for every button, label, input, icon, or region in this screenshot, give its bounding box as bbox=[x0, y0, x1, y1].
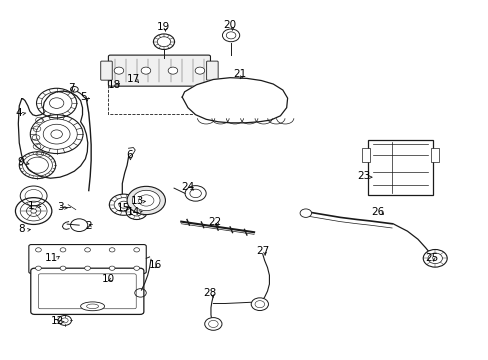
Circle shape bbox=[109, 194, 138, 215]
Text: 21: 21 bbox=[233, 69, 246, 79]
Circle shape bbox=[222, 29, 239, 42]
Circle shape bbox=[132, 190, 160, 211]
Circle shape bbox=[134, 248, 139, 252]
Bar bbox=[108, 81, 210, 114]
Text: 14: 14 bbox=[126, 207, 140, 217]
Circle shape bbox=[300, 209, 311, 217]
Circle shape bbox=[70, 86, 78, 92]
Circle shape bbox=[127, 186, 165, 215]
Text: 2: 2 bbox=[85, 221, 92, 231]
FancyBboxPatch shape bbox=[108, 55, 210, 86]
Text: 4: 4 bbox=[15, 108, 21, 118]
Circle shape bbox=[109, 266, 115, 270]
Circle shape bbox=[153, 34, 174, 49]
Polygon shape bbox=[18, 91, 88, 178]
Text: 13: 13 bbox=[131, 196, 144, 206]
Text: 5: 5 bbox=[81, 92, 87, 102]
Ellipse shape bbox=[81, 302, 104, 311]
Bar bbox=[430, 148, 438, 162]
Text: 27: 27 bbox=[256, 246, 269, 256]
Circle shape bbox=[141, 67, 150, 74]
Text: 17: 17 bbox=[126, 75, 140, 85]
Text: 23: 23 bbox=[357, 171, 370, 181]
Circle shape bbox=[195, 67, 204, 74]
Circle shape bbox=[204, 318, 222, 330]
Circle shape bbox=[60, 248, 66, 252]
Circle shape bbox=[84, 266, 90, 270]
Text: 19: 19 bbox=[156, 22, 169, 32]
Polygon shape bbox=[182, 78, 287, 123]
Circle shape bbox=[126, 204, 147, 220]
Circle shape bbox=[168, 67, 177, 74]
Text: 25: 25 bbox=[424, 253, 437, 262]
Text: 22: 22 bbox=[208, 217, 221, 227]
Text: 1: 1 bbox=[28, 202, 35, 211]
Circle shape bbox=[60, 266, 66, 270]
Circle shape bbox=[134, 266, 139, 270]
Text: 12: 12 bbox=[51, 316, 64, 326]
Text: 3: 3 bbox=[57, 202, 63, 212]
Circle shape bbox=[58, 315, 71, 325]
Circle shape bbox=[251, 298, 268, 311]
Circle shape bbox=[84, 248, 90, 252]
Bar bbox=[361, 148, 369, 162]
FancyBboxPatch shape bbox=[206, 61, 218, 80]
Circle shape bbox=[36, 248, 41, 252]
FancyBboxPatch shape bbox=[29, 244, 146, 274]
FancyBboxPatch shape bbox=[31, 268, 143, 314]
Circle shape bbox=[36, 266, 41, 270]
Text: 9: 9 bbox=[17, 157, 23, 167]
FancyBboxPatch shape bbox=[101, 61, 112, 80]
Circle shape bbox=[184, 186, 206, 201]
Text: 20: 20 bbox=[223, 20, 236, 30]
Text: 26: 26 bbox=[370, 207, 384, 217]
Circle shape bbox=[114, 67, 123, 74]
Circle shape bbox=[109, 248, 115, 252]
Text: 16: 16 bbox=[149, 260, 162, 270]
Text: 18: 18 bbox=[107, 80, 121, 90]
Bar bbox=[367, 140, 432, 195]
Text: 10: 10 bbox=[101, 274, 114, 284]
Text: 7: 7 bbox=[67, 82, 74, 93]
Circle shape bbox=[423, 249, 447, 267]
Text: 15: 15 bbox=[117, 203, 130, 212]
Text: 8: 8 bbox=[19, 224, 25, 234]
Text: 24: 24 bbox=[181, 182, 194, 192]
Text: 6: 6 bbox=[126, 150, 133, 160]
Text: 11: 11 bbox=[45, 253, 59, 262]
Text: 28: 28 bbox=[203, 288, 216, 298]
